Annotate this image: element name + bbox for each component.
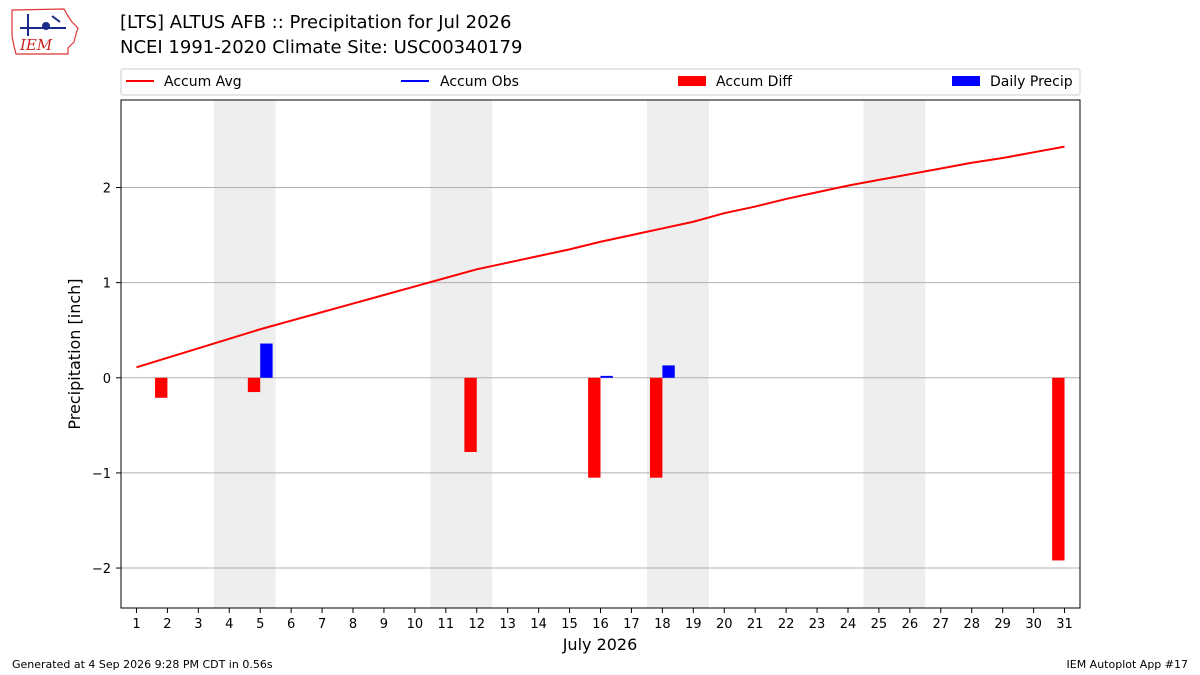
x-tick-label: 4 — [225, 617, 233, 632]
iem-logo: IEM — [11, 8, 79, 55]
legend-box — [120, 68, 1081, 96]
x-axis-label: July 2026 — [562, 635, 638, 654]
weekend-shade-band — [646, 100, 709, 608]
weekend-shade-band — [430, 100, 493, 608]
x-tick-label: 27 — [933, 617, 950, 632]
footer-generated-text: Generated at 4 Sep 2026 9:28 PM CDT in 0… — [12, 658, 273, 671]
x-tick-label: 14 — [530, 617, 547, 632]
y-tick-label: −1 — [92, 467, 111, 482]
x-tick-label: 7 — [318, 617, 326, 632]
y-tick-label: −2 — [92, 562, 111, 577]
iowa-outline-icon — [11, 8, 79, 55]
x-tick-label: 20 — [716, 617, 733, 632]
chart-title: [LTS] ALTUS AFB :: Precipitation for Jul… — [120, 12, 512, 33]
y-axis-label: Precipitation [inch] — [65, 278, 84, 429]
y-tick-label: 1 — [103, 277, 111, 292]
x-tick-label: 5 — [256, 617, 264, 632]
x-tick-label: 24 — [840, 617, 857, 632]
accum-diff-bar — [247, 377, 261, 393]
accum-avg-line — [136, 145, 1065, 369]
legend-label-daily-precip: Daily Precip — [990, 74, 1073, 90]
x-tick-label: 8 — [349, 617, 357, 632]
x-tick-label: 11 — [438, 617, 455, 632]
x-tick-label: 2 — [163, 617, 171, 632]
x-tick-label: 10 — [407, 617, 424, 632]
accum-diff-bar — [464, 377, 477, 452]
lines — [136, 145, 1065, 369]
accum-diff-bar — [1052, 377, 1065, 561]
chart-subtitle: NCEI 1991-2020 Climate Site: USC00340179 — [120, 37, 523, 58]
x-tick-label: 15 — [561, 617, 578, 632]
x-tick-label: 25 — [871, 617, 888, 632]
x-tick-label: 22 — [778, 617, 795, 632]
weather-station-icon — [20, 14, 66, 36]
legend-label-accum-obs: Accum Obs — [440, 74, 519, 90]
x-tick-label: 9 — [380, 617, 388, 632]
legend-label-accum-avg: Accum Avg — [164, 74, 242, 90]
footer-app-text: IEM Autoplot App #17 — [1066, 658, 1189, 671]
x-tick-label: 12 — [468, 617, 485, 632]
logo-text: IEM — [19, 36, 53, 54]
daily-precip-bar — [662, 365, 675, 378]
weekend-shade-band — [863, 100, 926, 608]
x-tick-label: 1 — [132, 617, 140, 632]
daily-precip-bar — [600, 375, 613, 378]
x-tick-label: 6 — [287, 617, 295, 632]
x-tick-label: 3 — [194, 617, 202, 632]
x-ticks: 1 2 3 4 5 6 7 8 9 10 11 12 13 14 15 16 17 18 19 20 21 22 23 24 2… — [132, 608, 1073, 632]
y-ticks: −2 −1 0 1 2 — [92, 182, 121, 577]
x-tick-label: 21 — [747, 617, 764, 632]
accum-diff-bar — [649, 377, 663, 478]
accum-diff-bar — [155, 377, 168, 398]
legend-label-accum-diff: Accum Diff — [716, 74, 792, 90]
legend-swatch-daily-precip — [952, 76, 980, 86]
x-tick-label: 26 — [902, 617, 919, 632]
y-tick-label: 2 — [103, 182, 111, 197]
x-tick-label: 30 — [1025, 617, 1042, 632]
accum-diff-bar — [588, 377, 601, 478]
bars — [155, 343, 1065, 561]
x-tick-label: 13 — [499, 617, 516, 632]
x-tick-label: 19 — [685, 617, 702, 632]
x-tick-label: 18 — [654, 617, 671, 632]
x-tick-label: 28 — [963, 617, 980, 632]
weekend-shading — [213, 100, 926, 608]
x-tick-label: 16 — [592, 617, 609, 632]
x-tick-label: 23 — [809, 617, 826, 632]
x-tick-label: 29 — [994, 617, 1011, 632]
legend: Accum Avg Accum Obs Accum Diff Daily Pre… — [120, 68, 1081, 96]
y-tick-label: 0 — [103, 372, 111, 387]
x-tick-label: 31 — [1056, 617, 1073, 632]
legend-swatch-accum-diff — [678, 76, 706, 86]
x-tick-label: 17 — [623, 617, 640, 632]
daily-precip-bar — [260, 343, 273, 378]
